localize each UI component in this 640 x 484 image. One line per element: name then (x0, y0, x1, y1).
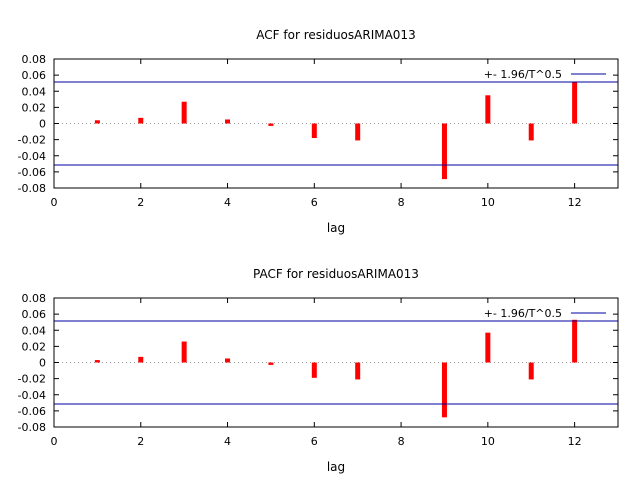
pacf-x-tick-label: 12 (568, 435, 582, 448)
pacf-y-tick-label: -0.08 (18, 421, 46, 434)
acf-bar-lag-11 (528, 123, 534, 141)
acf-y-tick-label: -0.06 (18, 166, 46, 179)
acf-y-tick-label: -0.08 (18, 182, 46, 195)
pacf-x-tick-label: 2 (137, 435, 144, 448)
acf-bar-lag-6 (311, 123, 317, 139)
pacf-x-tick-label: 8 (398, 435, 405, 448)
pacf-x-axis-label: lag (327, 460, 345, 474)
pacf-y-tick-label: -0.02 (18, 373, 46, 386)
acf-x-tick-label: 8 (398, 196, 405, 209)
pacf-bar-lag-5 (268, 362, 274, 365)
pacf-y-tick-label: 0 (39, 357, 46, 370)
pacf-bar-lag-11 (528, 362, 534, 380)
acf-y-tick-label: 0.02 (22, 101, 47, 114)
acf-y-tick-label: -0.04 (18, 150, 46, 163)
pacf-panel: PACF for residuosARIMA013 lag -0.08 -0.06… (18, 267, 619, 474)
pacf-y-tick-label: 0.02 (22, 340, 47, 353)
acf-bar-lag-1 (94, 120, 100, 124)
acf-x-tick-label: 4 (224, 196, 231, 209)
acf-y-tick-label: 0 (39, 118, 46, 131)
pacf-y-tick-label: 0.04 (22, 324, 47, 337)
acf-y-tick-label: -0.02 (18, 134, 46, 147)
pacf-bar-lag-1 (94, 360, 100, 363)
pacf-bar-lag-9 (441, 362, 447, 418)
acf-y-tick-label: 0.06 (22, 69, 47, 82)
acf-bar-lag-4 (225, 119, 231, 124)
acf-bar-lag-7 (355, 123, 361, 141)
pacf-legend-label: +- 1.96/T^0.5 (484, 307, 562, 320)
acf-y-tick-label: 0.04 (22, 85, 47, 98)
pacf-y-tick-label: 0.08 (22, 292, 47, 305)
pacf-y-tick-label: -0.06 (18, 405, 46, 418)
acf-bar-lag-3 (181, 101, 187, 124)
pacf-title: PACF for residuosARIMA013 (253, 267, 419, 281)
pacf-bar-lag-3 (181, 341, 187, 363)
pacf-bar-lag-12 (572, 319, 578, 363)
pacf-bar-lag-7 (355, 362, 361, 380)
pacf-x-tick-label: 10 (481, 435, 495, 448)
acf-x-tick-label: 0 (51, 196, 58, 209)
acf-x-tick-label: 10 (481, 196, 495, 209)
acf-bar-lag-2 (138, 117, 144, 124)
pacf-x-tick-label: 0 (51, 435, 58, 448)
acf-title: ACF for residuosARIMA013 (256, 28, 415, 42)
acf-bar-lag-9 (441, 123, 447, 180)
pacf-x-tick-label: 4 (224, 435, 231, 448)
pacf-bar-lag-10 (485, 332, 491, 363)
acf-bar-lag-5 (268, 123, 274, 126)
pacf-bar-lag-6 (311, 362, 317, 378)
acf-x-tick-label: 6 (311, 196, 318, 209)
pacf-bar-lag-4 (225, 358, 231, 363)
acf-y-tick-label: 0.08 (22, 53, 47, 66)
acf-x-tick-label: 2 (137, 196, 144, 209)
acf-x-tick-label: 12 (568, 196, 582, 209)
acf-panel: ACF for residuosARIMA013 lag -0.08 -0.06 -… (18, 28, 619, 235)
pacf-y-tick-label: -0.04 (18, 389, 46, 402)
acf-bar-lag-12 (572, 81, 578, 124)
acf-legend-label: +- 1.96/T^0.5 (484, 68, 562, 81)
acf-x-axis-label: lag (327, 221, 345, 235)
acf-bar-lag-10 (485, 95, 491, 124)
pacf-bar-lag-2 (138, 356, 144, 363)
pacf-x-tick-label: 6 (311, 435, 318, 448)
pacf-y-tick-label: 0.06 (22, 308, 47, 321)
